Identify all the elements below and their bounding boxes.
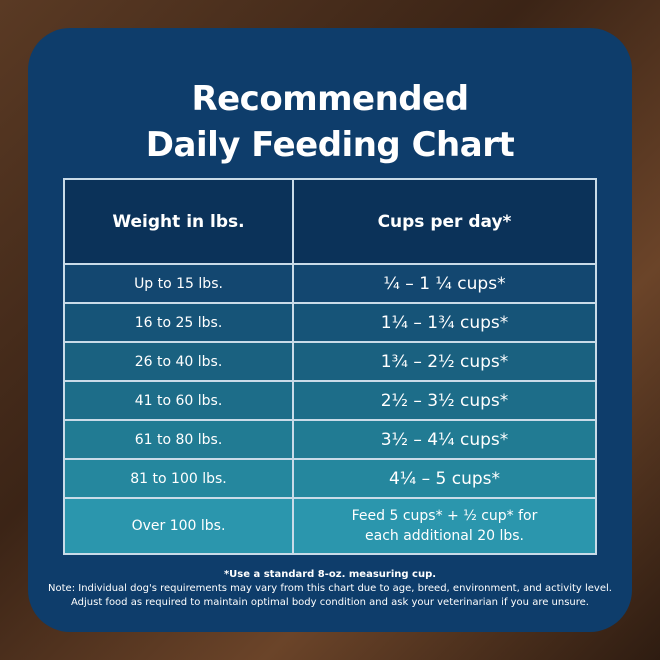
weight-cell: 61 to 80 lbs. xyxy=(63,419,294,460)
cups-cell: 4¼ – 5 cups* xyxy=(292,458,597,499)
header-row: Weight in lbs. Cups per day* xyxy=(63,178,597,265)
weight-cell: 81 to 100 lbs. xyxy=(63,458,294,499)
header-weight: Weight in lbs. xyxy=(63,178,294,265)
title-line-2: Daily Feeding Chart xyxy=(145,125,515,165)
cups-cell: 1¼ – 1¾ cups* xyxy=(292,302,597,343)
cups-cell: ¼ – 1 ¼ cups* xyxy=(292,263,597,304)
cups-cell: 2½ – 3½ cups* xyxy=(292,380,597,421)
weight-cell: Up to 15 lbs. xyxy=(63,263,294,304)
cups-cell: 1¾ – 2½ cups* xyxy=(292,341,597,382)
feeding-chart-card: Recommended Daily Feeding Chart Weight i… xyxy=(28,28,632,632)
weight-cell: 26 to 40 lbs. xyxy=(63,341,294,382)
table-row: 81 to 100 lbs. 4¼ – 5 cups* xyxy=(63,458,597,499)
table-row: Over 100 lbs. Feed 5 cups* + ½ cup* for e… xyxy=(63,497,597,555)
chart-title: Recommended Daily Feeding Chart xyxy=(28,76,632,168)
table-row: 61 to 80 lbs. 3½ – 4¼ cups* xyxy=(63,419,597,460)
cups-cell: Feed 5 cups* + ½ cup* for each additiona… xyxy=(292,497,597,555)
note-line-1: Note: Individual dog's requirements may … xyxy=(48,583,612,594)
notes: *Use a standard 8-oz. measuring cup. Not… xyxy=(28,568,632,610)
table-row: 26 to 40 lbs. 1¾ – 2½ cups* xyxy=(63,341,597,382)
table-row: 41 to 60 lbs. 2½ – 3½ cups* xyxy=(63,380,597,421)
weight-cell: 41 to 60 lbs. xyxy=(63,380,294,421)
footnote: *Use a standard 8-oz. measuring cup. xyxy=(223,569,437,580)
header-cups: Cups per day* xyxy=(292,178,597,265)
table-row: 16 to 25 lbs. 1¼ – 1¾ cups* xyxy=(63,302,597,343)
weight-cell: 16 to 25 lbs. xyxy=(63,302,294,343)
note-line-2: Adjust food as required to maintain opti… xyxy=(70,597,589,608)
weight-cell: Over 100 lbs. xyxy=(63,497,294,555)
feeding-table: Weight in lbs. Cups per day* Up to 15 lb… xyxy=(63,178,597,555)
cups-cell: 3½ – 4¼ cups* xyxy=(292,419,597,460)
title-line-1: Recommended xyxy=(191,79,469,119)
table-row: Up to 15 lbs. ¼ – 1 ¼ cups* xyxy=(63,263,597,304)
